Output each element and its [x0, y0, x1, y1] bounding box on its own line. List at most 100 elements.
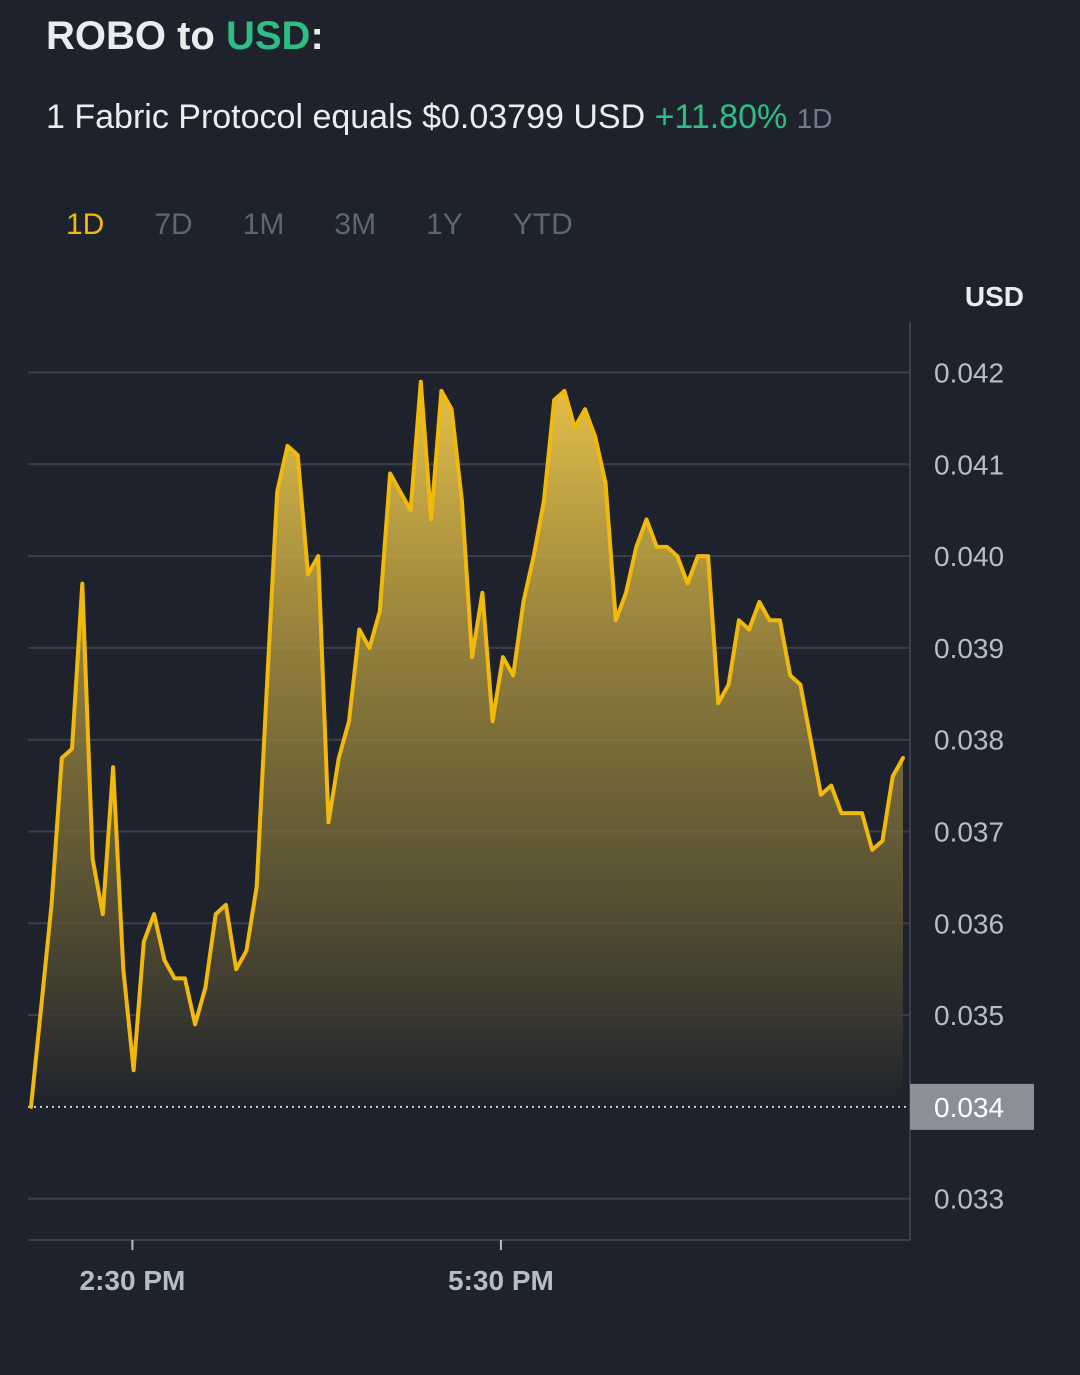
data-point[interactable] — [49, 902, 55, 908]
data-point[interactable] — [131, 1067, 137, 1073]
data-point[interactable] — [797, 682, 803, 688]
data-point[interactable] — [777, 617, 783, 623]
data-point[interactable] — [531, 553, 537, 559]
data-point[interactable] — [223, 902, 229, 908]
data-point[interactable] — [828, 783, 834, 789]
tab-1m[interactable]: 1M — [242, 208, 285, 241]
data-point[interactable] — [746, 627, 752, 633]
data-point[interactable] — [346, 718, 352, 724]
data-point[interactable] — [192, 1021, 198, 1027]
data-point[interactable] — [818, 792, 824, 798]
data-point[interactable] — [254, 884, 260, 890]
data-point[interactable] — [633, 544, 639, 550]
data-point[interactable] — [213, 911, 219, 917]
data-point[interactable] — [59, 755, 65, 761]
data-point[interactable] — [674, 553, 680, 559]
data-point[interactable] — [315, 553, 321, 559]
tab-1y[interactable]: 1Y — [426, 208, 463, 241]
tab-ytd[interactable]: YTD — [512, 208, 573, 241]
data-point[interactable] — [705, 553, 711, 559]
y-tick-label: 0.038 — [934, 725, 1004, 756]
data-point[interactable] — [664, 544, 670, 550]
title-connector: to — [166, 14, 226, 58]
data-point[interactable] — [572, 425, 578, 431]
data-point[interactable] — [500, 654, 506, 660]
price-line[interactable] — [29, 379, 905, 1109]
tab-3m[interactable]: 3M — [334, 208, 377, 241]
data-point[interactable] — [479, 590, 485, 596]
data-point[interactable] — [397, 489, 403, 495]
data-point[interactable] — [408, 507, 414, 513]
tab-7d[interactable]: 7D — [154, 208, 193, 241]
data-point[interactable] — [418, 379, 424, 385]
data-point[interactable] — [151, 911, 157, 917]
data-point[interactable] — [695, 553, 701, 559]
data-point[interactable] — [428, 516, 434, 522]
data-point[interactable] — [274, 489, 280, 495]
data-point[interactable] — [890, 773, 896, 779]
data-point[interactable] — [326, 819, 332, 825]
data-point[interactable] — [264, 682, 270, 688]
data-point[interactable] — [233, 966, 239, 972]
data-point[interactable] — [787, 672, 793, 678]
data-point[interactable] — [838, 810, 844, 816]
data-point[interactable] — [736, 617, 742, 623]
data-point[interactable] — [79, 581, 85, 587]
data-point[interactable] — [182, 975, 188, 981]
data-point[interactable] — [869, 847, 875, 853]
data-point[interactable] — [243, 948, 249, 954]
data-point[interactable] — [469, 654, 475, 660]
price-area-fill — [31, 381, 903, 1107]
data-point[interactable] — [120, 966, 126, 972]
data-point[interactable] — [603, 480, 609, 486]
data-point[interactable] — [38, 1003, 44, 1009]
data-point[interactable] — [141, 939, 147, 945]
data-point[interactable] — [202, 985, 208, 991]
data-point[interactable] — [715, 700, 721, 706]
data-point[interactable] — [387, 471, 393, 477]
data-point[interactable] — [551, 397, 557, 403]
data-point[interactable] — [295, 452, 301, 458]
data-point[interactable] — [90, 856, 96, 862]
data-point[interactable] — [808, 737, 814, 743]
data-point[interactable] — [582, 406, 588, 412]
data-point[interactable] — [562, 388, 568, 394]
data-point[interactable] — [726, 682, 732, 688]
data-point[interactable] — [613, 617, 619, 623]
data-point[interactable] — [459, 498, 465, 504]
data-point[interactable] — [336, 755, 342, 761]
price-statement: 1 Fabric Protocol equals $0.03799 USD — [46, 98, 646, 136]
data-point[interactable] — [900, 755, 906, 761]
data-point[interactable] — [438, 388, 444, 394]
data-point[interactable] — [305, 571, 311, 577]
data-point[interactable] — [541, 498, 547, 504]
data-point[interactable] — [880, 838, 886, 844]
data-point[interactable] — [356, 627, 362, 633]
data-point[interactable] — [859, 810, 865, 816]
data-point[interactable] — [110, 764, 116, 770]
data-point[interactable] — [449, 406, 455, 412]
data-point[interactable] — [69, 746, 75, 752]
data-point[interactable] — [161, 957, 167, 963]
y-tick-label: 0.040 — [934, 541, 1004, 572]
data-point[interactable] — [623, 590, 629, 596]
data-point[interactable] — [100, 911, 106, 917]
data-point[interactable] — [756, 599, 762, 605]
data-point[interactable] — [767, 617, 773, 623]
data-point[interactable] — [685, 581, 691, 587]
data-point[interactable] — [520, 599, 526, 605]
data-point[interactable] — [592, 434, 598, 440]
data-point[interactable] — [285, 443, 291, 449]
data-point[interactable] — [172, 975, 178, 981]
data-point[interactable] — [510, 672, 516, 678]
data-point[interactable] — [849, 810, 855, 816]
data-point[interactable] — [377, 608, 383, 614]
data-point[interactable] — [28, 1104, 34, 1110]
data-point[interactable] — [490, 718, 496, 724]
data-point[interactable] — [367, 645, 373, 651]
x-tick-label: 2:30 PM — [80, 1265, 186, 1296]
data-point[interactable] — [644, 516, 650, 522]
tab-1d[interactable]: 1D — [66, 208, 105, 241]
data-point[interactable] — [654, 544, 660, 550]
